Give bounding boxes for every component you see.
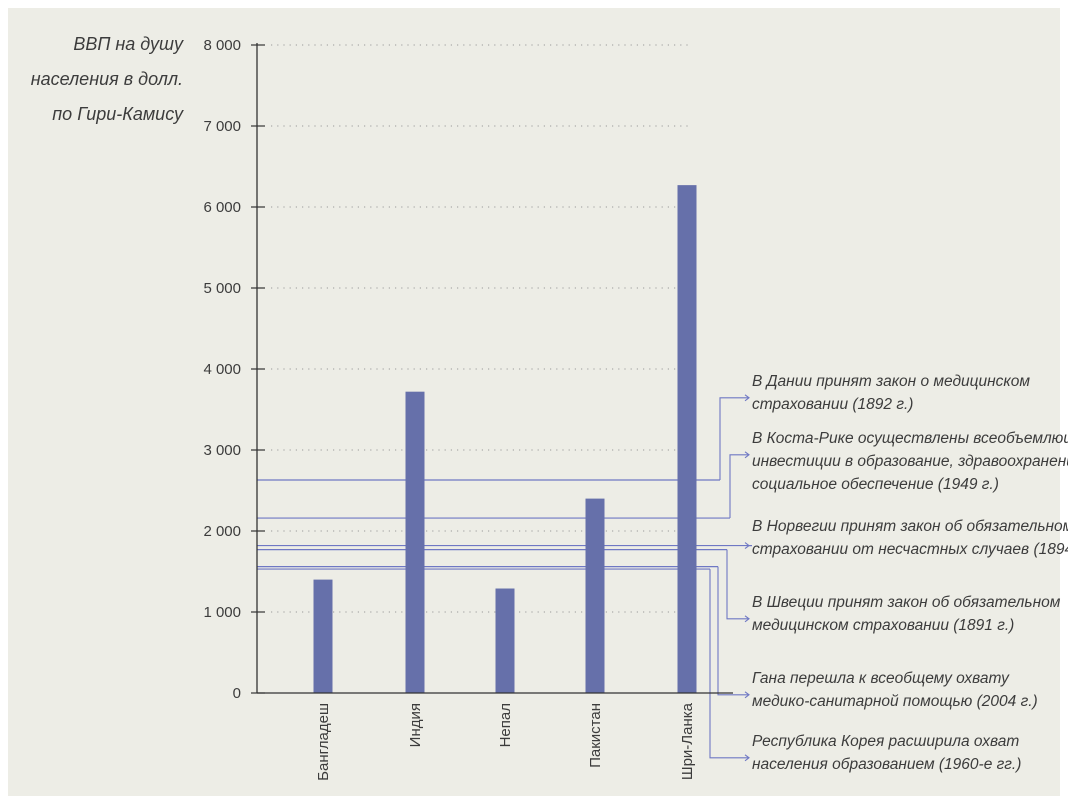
y-tick-label: 8 000 (203, 37, 241, 54)
annotation-text-line: медицинском страховании (1891 г.) (752, 617, 1014, 634)
y-ticks: 0 1 000 2 000 3 000 4 000 5 000 6 000 7 000 8 00… (203, 37, 265, 702)
y-tick-label: 0 (233, 685, 241, 702)
y-tick-label: 5 000 (203, 280, 241, 297)
annotation-arrowhead (744, 542, 750, 550)
y-tick-label: 4 000 (203, 361, 241, 378)
x-tick-label: Пакистан (587, 703, 604, 768)
annotation-text: Гана перешла к всеобщему охвату медико-са… (752, 670, 1038, 710)
x-ticks: Бангладеш Индия Непал Пакистан Шри-Ланка (315, 702, 696, 780)
bar (313, 579, 333, 693)
y-tick-label: 1 000 (203, 604, 241, 621)
y-axis-label: ВВП на душу населения в долл. по Гири-Ками… (31, 34, 184, 124)
annotation-arrowhead (744, 754, 750, 762)
annotations: В Дании принят закон о медицинском страхо… (752, 373, 1068, 773)
annotation-text-line: населения образованием (1960-е гг.) (752, 756, 1021, 773)
annotation-connector (709, 569, 749, 759)
chart-background (8, 8, 1060, 796)
bar (585, 498, 605, 693)
annotation-connector (729, 454, 749, 519)
annotation-text-line: Гана перешла к всеобщему охвату (752, 670, 1010, 687)
annotation-text-line: Республика Корея расширила охват (752, 733, 1019, 750)
y-axis-title-line: по Гири-Камису (52, 104, 184, 124)
y-axis-title-line: ВВП на душу (73, 34, 184, 54)
y-tick-label: 7 000 (203, 118, 241, 135)
annotation-connector (719, 397, 749, 480)
annotation-text-line: страховании от несчастных случаев (1894 … (752, 541, 1068, 558)
annotation-text-line: В Норвегии принят закон об обязательном (752, 518, 1068, 535)
annotation-text-line: страховании (1892 г.) (752, 396, 913, 413)
y-axis-title-line: населения в долл. (31, 69, 183, 89)
annotation-text-line: В Швеции принят закон об обязательном (752, 594, 1061, 611)
annotation-text-line: инвестиции в образование, здравоохранени… (752, 453, 1068, 470)
annotation-text: В Коста-Рике осуществлены всеобъемлющие и… (752, 430, 1068, 493)
y-axis-title: ВВП на душу населения в долл. по Гири-Ками… (31, 34, 184, 124)
x-tick-label: Шри-Ланка (679, 702, 696, 780)
annotation-text: В Норвегии принят закон об обязательном с… (752, 518, 1068, 558)
y-tick-label: 6 000 (203, 199, 241, 216)
annotation-connector (726, 549, 749, 620)
x-tick-label: Непал (497, 703, 514, 747)
annotation-text-line: В Дании принят закон о медицинском (752, 373, 1030, 390)
bar (677, 185, 697, 693)
annotation-text-line: В Коста-Рике осуществлены всеобъемлющие (752, 430, 1068, 447)
y-tick-label: 2 000 (203, 523, 241, 540)
x-tick-label: Бангладеш (315, 703, 332, 781)
reference-lines (257, 394, 752, 762)
y-tick-label: 3 000 (203, 442, 241, 459)
x-tick-label: Индия (407, 703, 424, 747)
annotation-text-line: медико-санитарной помощью (2004 г.) (752, 693, 1038, 710)
axes (256, 43, 733, 694)
bars (313, 185, 697, 693)
bar (495, 588, 515, 693)
annotation-text-line: социальное обеспечение (1949 г.) (752, 476, 999, 493)
annotation-text: Республика Корея расширила охват населени… (752, 733, 1021, 773)
annotation-arrowhead (744, 394, 750, 402)
annotation-arrowhead (744, 451, 750, 459)
annotation-text: В Швеции принят закон об обязательном мед… (752, 594, 1061, 634)
annotation-text: В Дании принят закон о медицинском страхо… (752, 373, 1030, 413)
annotation-arrowhead (744, 691, 750, 699)
annotation-arrowhead (744, 615, 750, 623)
bar (405, 391, 425, 693)
annotation-connector (717, 566, 749, 696)
